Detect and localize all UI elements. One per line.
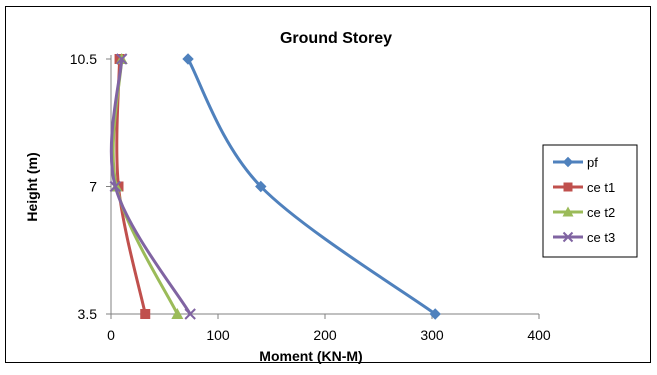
x-tick-label: 300 <box>420 327 444 343</box>
legend-label-ce-t1: ce t1 <box>587 180 615 195</box>
data-point-ce-t2 <box>171 308 184 319</box>
chart-title: Ground Storey <box>280 30 392 47</box>
x-axis-label: Moment (KN-M) <box>259 348 362 364</box>
data-point-ce-t3 <box>109 180 121 193</box>
data-point-ce-t3-stroke-b <box>115 53 128 65</box>
data-point-ce-t3-stroke-b <box>109 180 121 193</box>
data-point-pf <box>182 53 194 65</box>
data-point-ce-t3-stroke-b <box>184 308 196 320</box>
legend-marker-ce-t3-stroke-b <box>562 231 574 243</box>
legend-label-pf: pf <box>587 155 598 170</box>
y-tick-label: 10.5 <box>70 51 97 67</box>
data-point-ce-t3 <box>115 53 128 65</box>
axes: 0 100 200 300 400 3.5 7 10.5 <box>70 51 551 343</box>
x-tick-label: 400 <box>527 327 551 343</box>
y-axis-label: Height (m) <box>24 152 40 221</box>
legend-label-ce-t2: ce t2 <box>587 205 615 220</box>
x-tick-label: 100 <box>206 327 230 343</box>
y-tick-label: 7 <box>89 179 97 195</box>
data-point-pf <box>255 180 267 193</box>
legend-marker-ce-t1 <box>563 182 573 192</box>
data-point-pf <box>429 308 441 320</box>
legend: pf ce t1 ce t2 ce t3 <box>542 144 638 258</box>
legend-label-ce-t3: ce t3 <box>587 230 615 245</box>
legend-marker-ce-t2 <box>562 206 574 217</box>
legend-marker-pf <box>562 156 574 168</box>
x-tick-label: 0 <box>107 327 115 343</box>
data-point-ce-t3 <box>184 308 196 320</box>
data-point-ce-t1 <box>140 309 151 319</box>
legend-marker-ce-t3 <box>562 231 574 243</box>
x-tick-label: 200 <box>313 327 337 343</box>
y-tick-label: 3.5 <box>78 306 98 322</box>
series-layer <box>109 53 441 320</box>
